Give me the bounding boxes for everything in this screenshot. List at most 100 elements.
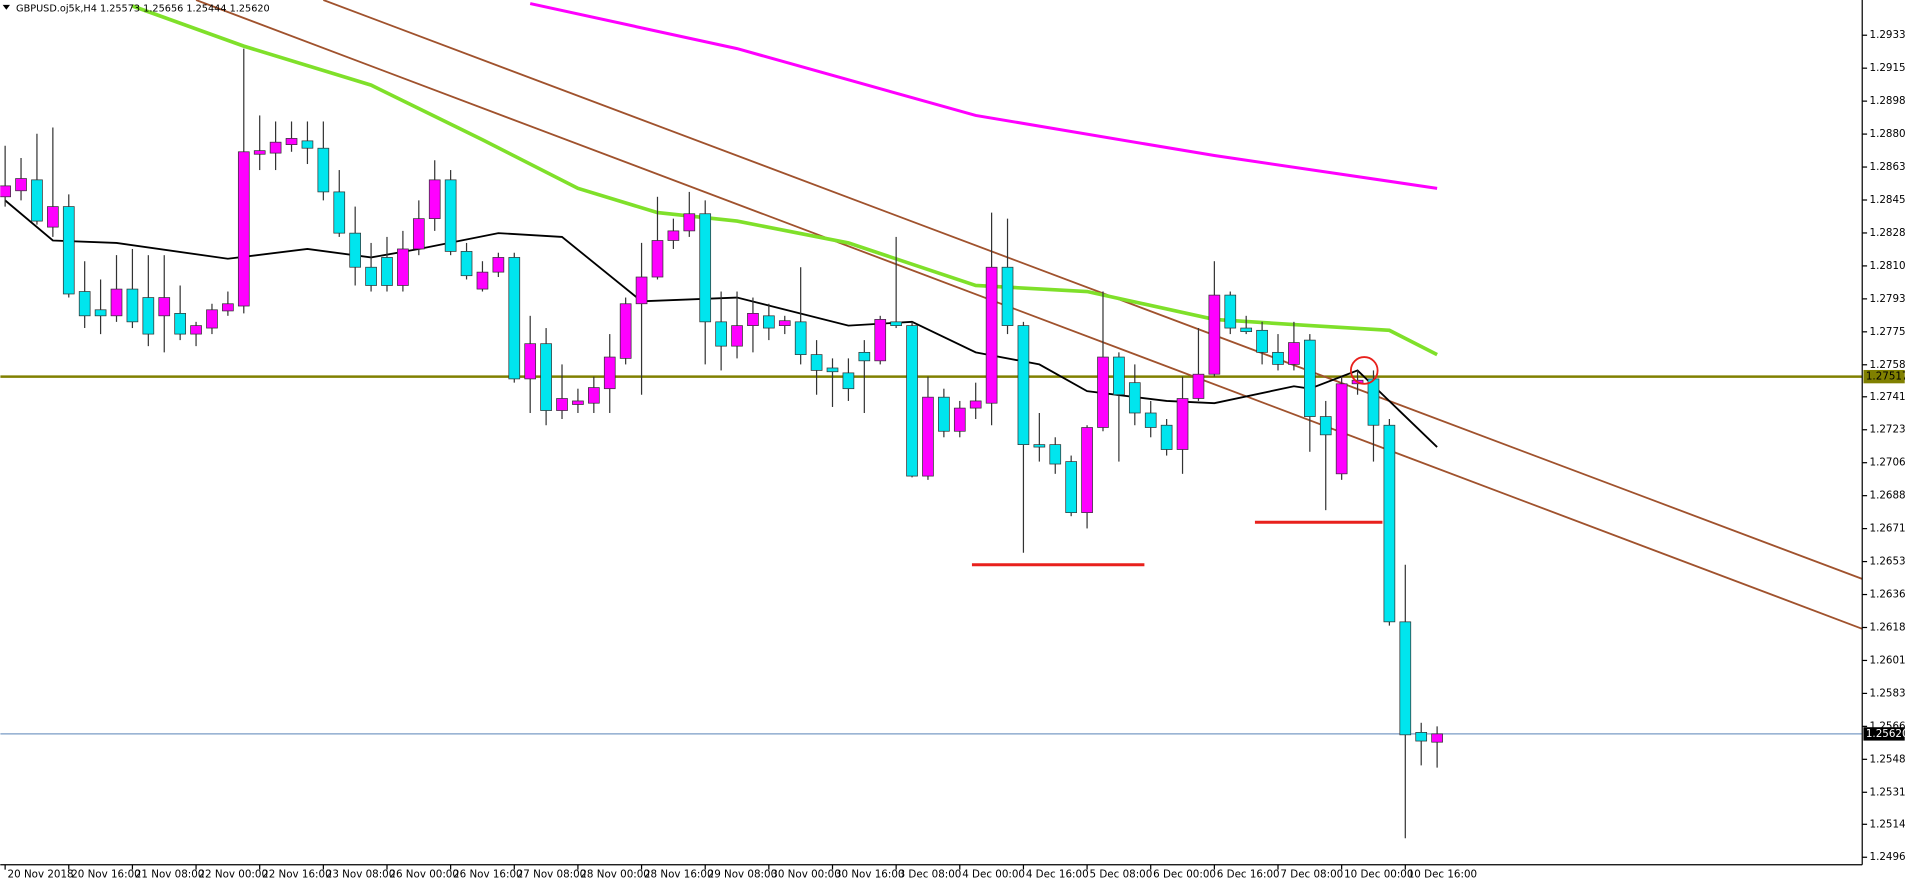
y-tick-label: 1.26360 xyxy=(1870,589,1905,601)
candle-body xyxy=(460,251,473,277)
moving-average xyxy=(529,2,1438,190)
y-tick-label: 1.29330 xyxy=(1870,29,1905,41)
candle-body xyxy=(317,147,330,193)
menu-icon xyxy=(2,4,10,10)
candle-body xyxy=(603,356,616,390)
candle-body xyxy=(922,396,934,477)
y-tick-label: 1.27755 xyxy=(1870,326,1905,338)
x-tick-label: 28 Nov 16:00 xyxy=(644,868,714,880)
y-tick-label: 1.27235 xyxy=(1870,424,1905,436)
candle-body xyxy=(858,351,871,362)
price-badge xyxy=(1863,727,1905,741)
x-tick-label: 5 Dec 08:00 xyxy=(1090,868,1153,880)
x-tick-label: 20 Nov 2018 xyxy=(8,868,74,880)
price-badge-label: 1.25620 xyxy=(1866,728,1905,740)
candle-body xyxy=(15,178,27,192)
candle-body xyxy=(206,309,218,329)
candle-body xyxy=(1208,294,1221,375)
y-tick-label: 1.27410 xyxy=(1870,391,1905,403)
candle-body xyxy=(237,151,250,307)
candle-body xyxy=(508,257,521,380)
candle-body xyxy=(1049,444,1062,465)
candle-body xyxy=(1081,427,1093,513)
candle-body xyxy=(1335,383,1348,475)
y-tick-label: 1.29155 xyxy=(1870,62,1905,74)
x-tick-label: 10 Dec 16:00 xyxy=(1408,868,1477,880)
candle-body xyxy=(1097,356,1109,428)
candle-body xyxy=(953,407,966,432)
candle-body xyxy=(572,400,584,405)
candle-body xyxy=(0,185,11,198)
x-tick-label: 20 Nov 16:00 xyxy=(71,868,141,880)
candle-body xyxy=(126,288,139,323)
y-tick-label: 1.26535 xyxy=(1870,556,1905,568)
chart-title: GBPUSD.oj5k,H4 1.25573 1.25656 1.25444 1… xyxy=(16,4,270,15)
x-tick-label: 6 Dec 16:00 xyxy=(1217,868,1280,880)
candle-body xyxy=(1224,294,1237,329)
candle-body xyxy=(1367,378,1380,426)
candle-body xyxy=(381,257,393,286)
x-tick-label: 30 Nov 00:00 xyxy=(771,868,841,880)
trend-line xyxy=(195,0,1863,630)
candle-body xyxy=(1033,444,1046,448)
x-tick-label: 29 Nov 08:00 xyxy=(708,868,778,880)
candle-body xyxy=(540,343,552,411)
candle-body xyxy=(412,218,425,250)
candle-body xyxy=(1128,382,1141,414)
candle-body xyxy=(651,240,664,278)
candle-body xyxy=(428,179,441,220)
x-tick-label: 28 Nov 00:00 xyxy=(580,868,650,880)
annotation-circle xyxy=(1349,356,1379,385)
x-tick-label: 22 Nov 00:00 xyxy=(198,868,268,880)
candle-body xyxy=(1415,732,1428,742)
candle-body xyxy=(731,325,743,347)
x-tick-label: 7 Dec 08:00 xyxy=(1280,868,1343,880)
candle-body xyxy=(1001,266,1014,326)
x-tick-label: 27 Nov 08:00 xyxy=(517,868,587,880)
candle-body xyxy=(556,398,568,411)
candle-body xyxy=(763,315,775,329)
candle-body xyxy=(365,266,377,286)
candle-body xyxy=(906,325,918,477)
x-tick-label: 30 Nov 16:00 xyxy=(835,868,905,880)
candle-body xyxy=(285,138,298,145)
x-tick-label: 26 Nov 00:00 xyxy=(389,868,459,880)
candle-body xyxy=(794,321,807,355)
x-tick-label: 6 Dec 00:00 xyxy=(1153,868,1216,880)
candle-body xyxy=(142,297,155,335)
price-badge-label: 1.27517 xyxy=(1866,371,1905,383)
candle-body xyxy=(1399,621,1412,736)
y-tick-label: 1.28280 xyxy=(1870,227,1905,239)
candle-body xyxy=(778,320,791,326)
y-tick-label: 1.25140 xyxy=(1870,818,1905,830)
candle-body xyxy=(1065,461,1077,513)
x-tick-label: 4 Dec 16:00 xyxy=(1026,868,1089,880)
candle-body xyxy=(1431,733,1443,743)
y-tick-label: 1.24965 xyxy=(1870,851,1905,863)
y-tick-label: 1.28980 xyxy=(1870,95,1905,107)
candle-body xyxy=(349,232,361,268)
candle-body xyxy=(444,179,457,252)
candle-body xyxy=(1256,329,1268,353)
candle-body xyxy=(874,319,887,362)
y-tick-label: 1.26185 xyxy=(1870,621,1905,633)
price-badge xyxy=(1863,369,1905,384)
candle-body xyxy=(222,303,234,312)
candle-body xyxy=(1113,356,1125,396)
y-tick-label: 1.27060 xyxy=(1870,457,1905,469)
candle-body xyxy=(1272,351,1284,365)
x-tick-label: 3 Dec 08:00 xyxy=(899,868,962,880)
candle-body xyxy=(492,257,505,273)
plot-area xyxy=(0,0,1863,839)
y-tick-label: 1.25835 xyxy=(1870,687,1905,699)
x-tick-label: 10 Dec 00:00 xyxy=(1344,868,1413,880)
x-tick-label: 21 Nov 08:00 xyxy=(135,868,205,880)
candle-body xyxy=(715,321,727,347)
x-tick-label: 4 Dec 00:00 xyxy=(962,868,1025,880)
candle-body xyxy=(1176,398,1189,450)
candle-body xyxy=(301,140,314,149)
candle-body xyxy=(110,288,123,317)
y-tick-label: 1.26710 xyxy=(1870,523,1905,535)
